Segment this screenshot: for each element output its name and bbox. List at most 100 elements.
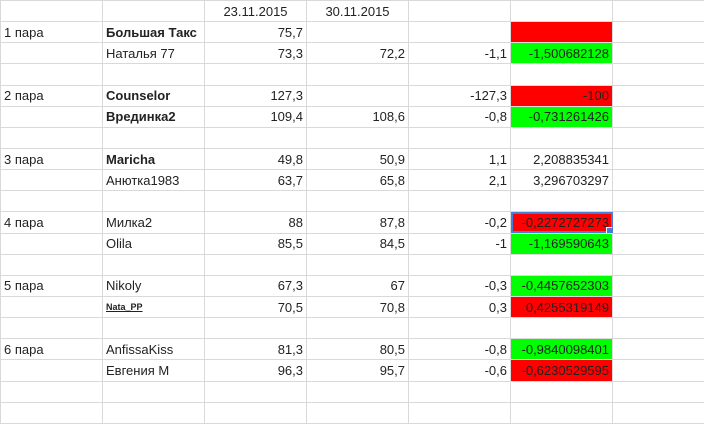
- pair-label-cell[interactable]: [0, 105, 103, 128]
- value-cell-30-11[interactable]: [306, 253, 409, 276]
- pair-label-cell[interactable]: 6 пара: [0, 338, 103, 361]
- value-cell-23-11[interactable]: 73,3: [204, 42, 307, 65]
- name-cell[interactable]: Евгения М: [102, 359, 205, 382]
- value-cell-30-11[interactable]: 70,8: [306, 295, 409, 319]
- diff-cell[interactable]: [408, 317, 511, 340]
- percent-cell[interactable]: [510, 126, 613, 149]
- value-cell-30-11[interactable]: 72,2: [306, 42, 409, 65]
- grid-cell[interactable]: [612, 190, 704, 213]
- value-cell-23-11[interactable]: [204, 401, 307, 424]
- value-cell-23-11[interactable]: 49,8: [204, 147, 307, 171]
- value-cell-30-11[interactable]: [306, 380, 409, 403]
- grid-cell[interactable]: [612, 274, 704, 297]
- value-cell-30-11[interactable]: [306, 21, 409, 44]
- header-cell[interactable]: [510, 0, 613, 23]
- header-cell[interactable]: [102, 0, 205, 23]
- pair-label-cell[interactable]: 1 пара: [0, 21, 103, 44]
- percent-cell[interactable]: [510, 21, 613, 44]
- pair-label-cell[interactable]: 4 пара: [0, 211, 103, 234]
- diff-cell[interactable]: 0,3: [408, 295, 511, 319]
- percent-cell[interactable]: -0,4457652303: [510, 274, 613, 297]
- grid-cell[interactable]: [612, 0, 704, 23]
- grid-cell[interactable]: [612, 126, 704, 149]
- name-cell[interactable]: AnfissaKiss: [102, 338, 205, 361]
- value-cell-23-11[interactable]: [204, 317, 307, 340]
- pair-label-cell[interactable]: [0, 232, 103, 255]
- name-cell[interactable]: Милка2: [102, 211, 205, 234]
- name-cell[interactable]: [102, 126, 205, 149]
- value-cell-23-11[interactable]: [204, 63, 307, 86]
- name-cell[interactable]: [102, 63, 205, 86]
- diff-cell[interactable]: -0,8: [408, 338, 511, 361]
- name-cell[interactable]: [102, 401, 205, 424]
- diff-cell[interactable]: -1,1: [408, 42, 511, 65]
- diff-cell[interactable]: -0,6: [408, 359, 511, 382]
- grid-cell[interactable]: [612, 84, 704, 107]
- fill-handle[interactable]: [606, 226, 612, 233]
- grid-cell[interactable]: [612, 232, 704, 255]
- percent-cell[interactable]: -0,9840098401: [510, 338, 613, 361]
- percent-cell[interactable]: [510, 190, 613, 213]
- percent-cell[interactable]: 0,4255319149: [510, 295, 613, 319]
- pair-label-cell[interactable]: [0, 126, 103, 149]
- grid-cell[interactable]: [612, 380, 704, 403]
- value-cell-30-11[interactable]: [306, 126, 409, 149]
- percent-cell[interactable]: -0,2272727273: [510, 211, 613, 234]
- grid-cell[interactable]: [612, 401, 704, 424]
- pair-label-cell[interactable]: [0, 380, 103, 403]
- header-cell[interactable]: [0, 0, 103, 23]
- pair-label-cell[interactable]: 2 пара: [0, 84, 103, 107]
- grid-cell[interactable]: [612, 147, 704, 171]
- value-cell-30-11[interactable]: 87,8: [306, 211, 409, 234]
- pair-label-cell[interactable]: [0, 317, 103, 340]
- percent-cell[interactable]: 3,296703297: [510, 169, 613, 192]
- percent-cell[interactable]: [510, 63, 613, 86]
- percent-cell[interactable]: -100: [510, 84, 613, 107]
- percent-cell[interactable]: -1,500682128: [510, 42, 613, 65]
- pair-label-cell[interactable]: [0, 359, 103, 382]
- pair-label-cell[interactable]: [0, 42, 103, 65]
- name-cell[interactable]: [102, 317, 205, 340]
- pair-label-cell[interactable]: [0, 401, 103, 424]
- name-cell[interactable]: [102, 380, 205, 403]
- value-cell-30-11[interactable]: 67: [306, 274, 409, 297]
- diff-cell[interactable]: [408, 63, 511, 86]
- grid-cell[interactable]: [612, 211, 704, 234]
- value-cell-30-11[interactable]: [306, 401, 409, 424]
- value-cell-23-11[interactable]: 67,3: [204, 274, 307, 297]
- percent-cell[interactable]: [510, 401, 613, 424]
- name-cell[interactable]: Counselor: [102, 84, 205, 107]
- diff-cell[interactable]: [408, 401, 511, 424]
- header-cell[interactable]: 23.11.2015: [204, 0, 307, 23]
- percent-cell[interactable]: -1,169590643: [510, 232, 613, 255]
- grid-cell[interactable]: [612, 21, 704, 44]
- value-cell-23-11[interactable]: [204, 253, 307, 276]
- value-cell-30-11[interactable]: 95,7: [306, 359, 409, 382]
- diff-cell[interactable]: -0,3: [408, 274, 511, 297]
- name-cell[interactable]: [102, 253, 205, 276]
- value-cell-23-11[interactable]: 63,7: [204, 169, 307, 192]
- diff-cell[interactable]: 1,1: [408, 147, 511, 171]
- value-cell-30-11[interactable]: [306, 190, 409, 213]
- pair-label-cell[interactable]: [0, 253, 103, 276]
- name-cell[interactable]: Врединка2: [102, 105, 205, 128]
- grid-cell[interactable]: [612, 169, 704, 192]
- value-cell-23-11[interactable]: 109,4: [204, 105, 307, 128]
- grid-cell[interactable]: [612, 338, 704, 361]
- name-cell[interactable]: Анютка1983: [102, 169, 205, 192]
- percent-cell[interactable]: [510, 253, 613, 276]
- diff-cell[interactable]: [408, 21, 511, 44]
- value-cell-23-11[interactable]: 81,3: [204, 338, 307, 361]
- header-cell[interactable]: 30.11.2015: [306, 0, 409, 23]
- pair-label-cell[interactable]: 5 пара: [0, 274, 103, 297]
- value-cell-23-11[interactable]: [204, 126, 307, 149]
- percent-cell[interactable]: -0,6230529595: [510, 359, 613, 382]
- value-cell-23-11[interactable]: 85,5: [204, 232, 307, 255]
- grid-cell[interactable]: [612, 105, 704, 128]
- value-cell-23-11[interactable]: 96,3: [204, 359, 307, 382]
- value-cell-30-11[interactable]: [306, 317, 409, 340]
- name-cell[interactable]: [102, 190, 205, 213]
- diff-cell[interactable]: -0,2: [408, 211, 511, 234]
- name-cell[interactable]: Olila: [102, 232, 205, 255]
- name-cell[interactable]: Nikoly: [102, 274, 205, 297]
